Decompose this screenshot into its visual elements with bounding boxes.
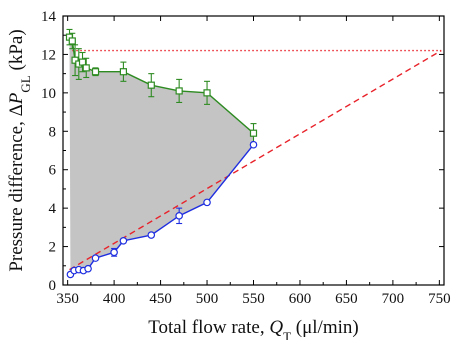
y-tick-label: 0 bbox=[49, 278, 57, 294]
lower-series-marker bbox=[110, 248, 118, 257]
upper-series-marker bbox=[91, 68, 100, 76]
upper-series-marker bbox=[203, 89, 211, 97]
upper-series-marker bbox=[249, 129, 258, 137]
upper-series-marker bbox=[175, 87, 183, 95]
x-tick-label: 400 bbox=[103, 291, 126, 307]
upper-series-marker bbox=[68, 37, 76, 45]
plot-area bbox=[65, 28, 442, 279]
upper-series-marker bbox=[119, 68, 128, 76]
x-tick-label: 650 bbox=[335, 291, 358, 307]
lower-series-marker bbox=[119, 237, 128, 245]
y-tick-label: 14 bbox=[41, 9, 57, 25]
y-tick-label: 4 bbox=[49, 201, 57, 217]
upper-series-marker bbox=[82, 64, 90, 72]
lower-series-marker bbox=[147, 231, 156, 239]
upper-series-marker bbox=[71, 56, 79, 64]
x-axis-title: Total flow rate, QT (μl/min) bbox=[148, 317, 358, 340]
y-tick-label: 6 bbox=[49, 163, 57, 179]
y-axis-title: Pressure difference, ΔPGL (kPa) bbox=[6, 29, 33, 271]
lower-series-marker bbox=[175, 212, 183, 220]
x-tick-label: 550 bbox=[242, 291, 265, 307]
y-tick-label: 8 bbox=[49, 124, 57, 140]
reference-line-dashed bbox=[69, 49, 442, 271]
axes: 350 400 450 500 550 600 650 700 750 0 2 4 6 8 10 12 14 bbox=[41, 9, 451, 307]
lower-series-marker bbox=[84, 264, 92, 273]
lower-series-marker bbox=[249, 140, 258, 149]
x-tick-label: 500 bbox=[196, 291, 219, 307]
x-tick-label: 600 bbox=[289, 291, 312, 307]
upper-series-marker bbox=[147, 81, 155, 89]
lower-series-marker bbox=[203, 198, 211, 207]
x-tick-label: 700 bbox=[382, 291, 405, 307]
x-tick-label: 750 bbox=[428, 291, 451, 307]
x-tick-label: 450 bbox=[149, 291, 172, 307]
lower-series-marker bbox=[91, 254, 100, 262]
y-tick-label: 2 bbox=[49, 240, 57, 256]
y-tick-label: 10 bbox=[41, 86, 56, 102]
upper-series-marker bbox=[78, 58, 87, 66]
y-tick-label: 12 bbox=[41, 47, 56, 63]
x-tick-label: 350 bbox=[56, 291, 79, 307]
